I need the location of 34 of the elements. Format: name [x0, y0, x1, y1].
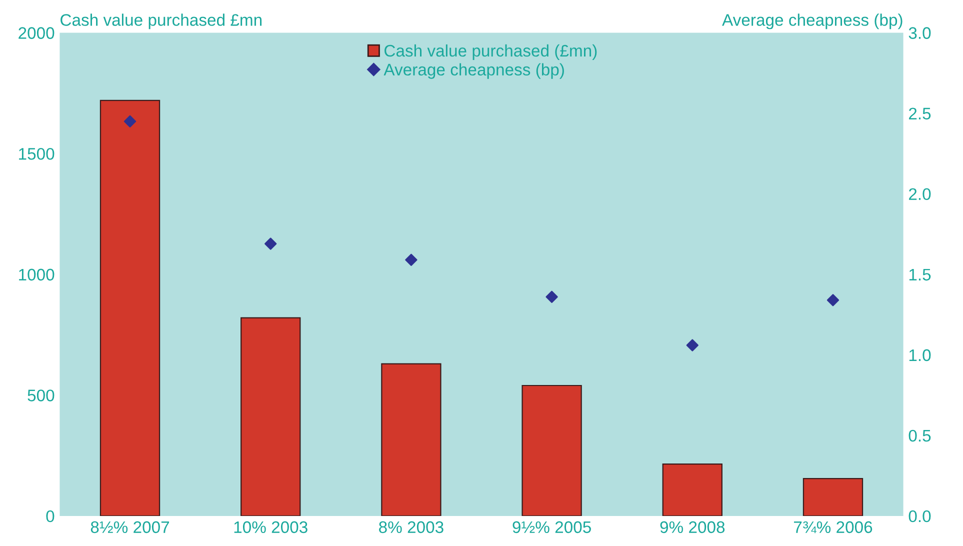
y2-tick-label: 0.0 [908, 510, 931, 522]
point [686, 339, 698, 352]
y2-tick-label: 1.0 [909, 349, 931, 362]
point [546, 290, 558, 303]
bar [381, 363, 442, 516]
point [124, 115, 136, 128]
legend-label: Cash value purchased (£mn) [384, 44, 597, 60]
x-tick-label: 9½% 2005 [512, 521, 591, 534]
bar [240, 317, 301, 516]
y-tick-label: 1500 [19, 148, 54, 160]
x-tick-label: 9% 2008 [660, 521, 725, 534]
bar [662, 463, 722, 516]
y-tick-label: 2000 [18, 27, 54, 39]
point [826, 294, 840, 306]
y-tick-label: 500 [28, 390, 54, 402]
bar [100, 100, 160, 516]
bar [802, 478, 864, 516]
y2-tick-label: 1.5 [909, 268, 931, 281]
point [264, 238, 277, 250]
y2-tick-label: 3.0 [908, 27, 931, 39]
bar [522, 384, 582, 516]
x-tick-label: 7¾% 2006 [794, 521, 872, 534]
y2-tick-label: 0.5 [908, 430, 931, 442]
y-axis-title: Cash value purchased £mn [60, 14, 262, 30]
y-tick-label: 0 [46, 510, 54, 522]
x-tick-label: 8% 2003 [379, 521, 444, 534]
y2-axis-title: Average cheapness (bp) [722, 14, 902, 30]
y2-tick-label: 2.0 [908, 188, 931, 200]
point [405, 254, 418, 266]
y-tick-label: 1000 [19, 268, 54, 281]
legend-label: Average cheapness (bp) [384, 63, 564, 79]
x-tick-label: 8½% 2007 [90, 521, 170, 534]
x-tick-label: 10% 2003 [234, 521, 308, 534]
y2-tick-label: 2.5 [908, 108, 931, 120]
